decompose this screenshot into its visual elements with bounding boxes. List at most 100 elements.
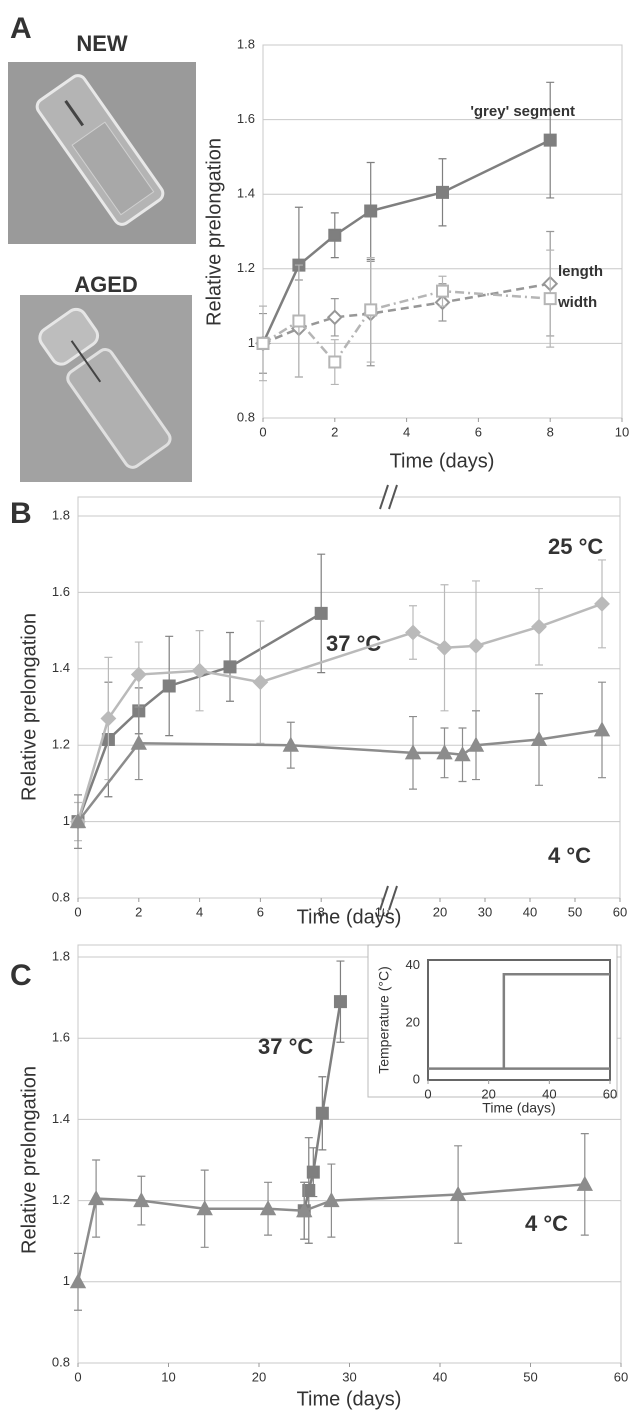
series-line <box>262 282 551 345</box>
micrograph <box>20 295 192 482</box>
axis-break <box>384 485 393 509</box>
data-point <box>196 1200 213 1216</box>
series-label: 4 °C <box>548 843 591 868</box>
x-tick-label: 20 <box>252 1369 266 1384</box>
y-axis-label: Relative prelongation <box>18 1066 40 1254</box>
x-tick-label: 10 <box>615 424 629 439</box>
data-point <box>436 639 453 656</box>
x-tick-label: 30 <box>342 1369 356 1384</box>
data-point <box>259 1200 277 1216</box>
image-title: AGED <box>74 272 138 297</box>
y-tick-label: 1.8 <box>237 36 255 51</box>
y-tick-label: 20 <box>406 1014 420 1029</box>
y-tick-label: 1.4 <box>52 1111 70 1126</box>
data-point <box>326 309 343 326</box>
x-tick-label: 6 <box>257 904 264 919</box>
x-tick-label: 2 <box>135 904 142 919</box>
series-line <box>262 289 551 365</box>
x-tick-label: 8 <box>318 904 325 919</box>
data-point <box>69 813 87 829</box>
data-point <box>530 730 548 746</box>
x-tick-label: 40 <box>433 1369 447 1384</box>
axis-break <box>384 886 393 910</box>
series-label: 25 °C <box>548 534 603 559</box>
series-line <box>76 602 603 822</box>
series-label: length <box>558 263 603 280</box>
x-tick-label: 60 <box>613 904 627 919</box>
y-tick-label: 0 <box>413 1071 420 1086</box>
data-point <box>531 618 547 635</box>
inset-frame <box>367 944 618 1098</box>
y-tick-label: 1.2 <box>237 260 255 275</box>
data-point <box>543 133 557 147</box>
data-point <box>436 744 453 760</box>
data-point <box>100 710 117 727</box>
y-tick-label: 1 <box>248 335 255 350</box>
y-tick-label: 1 <box>63 1273 70 1288</box>
series-line <box>77 728 603 823</box>
x-tick-label: 10 <box>161 1369 175 1384</box>
x-tick-label: 20 <box>481 1086 495 1101</box>
y-tick-label: 0.8 <box>52 889 70 904</box>
data-point <box>543 292 557 306</box>
data-point <box>328 355 342 369</box>
data-point <box>323 1192 340 1208</box>
data-point <box>87 1189 105 1206</box>
x-tick-label: 0 <box>259 424 266 439</box>
axis-break <box>388 885 398 911</box>
series-line <box>261 138 551 344</box>
x-axis-label: Time (days) <box>297 906 402 928</box>
data-point <box>130 734 147 750</box>
x-tick-label: 0 <box>74 1369 81 1384</box>
data-point <box>436 284 449 298</box>
x-tick-label: 4 <box>403 424 410 439</box>
panel-letter: C <box>10 959 32 992</box>
y-tick-label: 1.6 <box>52 1030 70 1045</box>
x-tick-label: 50 <box>523 1369 537 1384</box>
data-point <box>133 1192 150 1208</box>
axis-break <box>379 885 389 911</box>
data-point <box>333 995 347 1009</box>
y-axis-label: Temperature (°C) <box>376 966 392 1074</box>
x-tick-label: 8 <box>547 424 554 439</box>
data-point <box>162 679 176 693</box>
data-point <box>252 674 269 691</box>
series-line <box>76 612 322 823</box>
axis-break <box>388 484 398 510</box>
data-point <box>223 660 237 674</box>
micrograph <box>8 62 196 244</box>
data-point <box>468 637 484 654</box>
x-tick-label: 60 <box>614 1369 628 1384</box>
data-point <box>314 606 328 620</box>
data-point <box>302 1183 316 1197</box>
series-label: 'grey' segment <box>470 103 575 120</box>
data-point <box>576 1175 593 1191</box>
x-axis-label: Time (days) <box>390 450 495 472</box>
x-tick-label: 50 <box>568 904 582 919</box>
y-tick-label: 0.8 <box>237 409 255 424</box>
panel-letter: B <box>10 497 32 530</box>
series-label: 37 °C <box>258 1034 313 1059</box>
y-tick-label: 1.2 <box>52 1192 70 1207</box>
data-point <box>594 595 610 612</box>
data-point <box>404 744 422 760</box>
x-axis-label: Time (days) <box>297 1388 402 1410</box>
y-tick-label: 1.8 <box>52 948 70 963</box>
data-point <box>191 662 208 679</box>
data-point <box>436 185 449 199</box>
y-tick-label: 1.4 <box>237 186 255 201</box>
data-point <box>405 624 421 641</box>
series-line <box>502 973 610 1069</box>
panel-letter: A <box>10 12 32 45</box>
y-tick-label: 1.4 <box>52 660 70 675</box>
axis-break <box>379 484 389 510</box>
image-title: NEW <box>76 31 128 56</box>
series-label: 4 °C <box>525 1211 568 1236</box>
data-point <box>449 1185 467 1202</box>
y-tick-label: 1.8 <box>52 507 70 522</box>
y-tick-label: 1 <box>63 813 70 828</box>
y-tick-label: 1.2 <box>52 737 70 752</box>
data-point <box>328 228 342 242</box>
data-point <box>593 721 611 737</box>
data-point <box>364 204 378 218</box>
